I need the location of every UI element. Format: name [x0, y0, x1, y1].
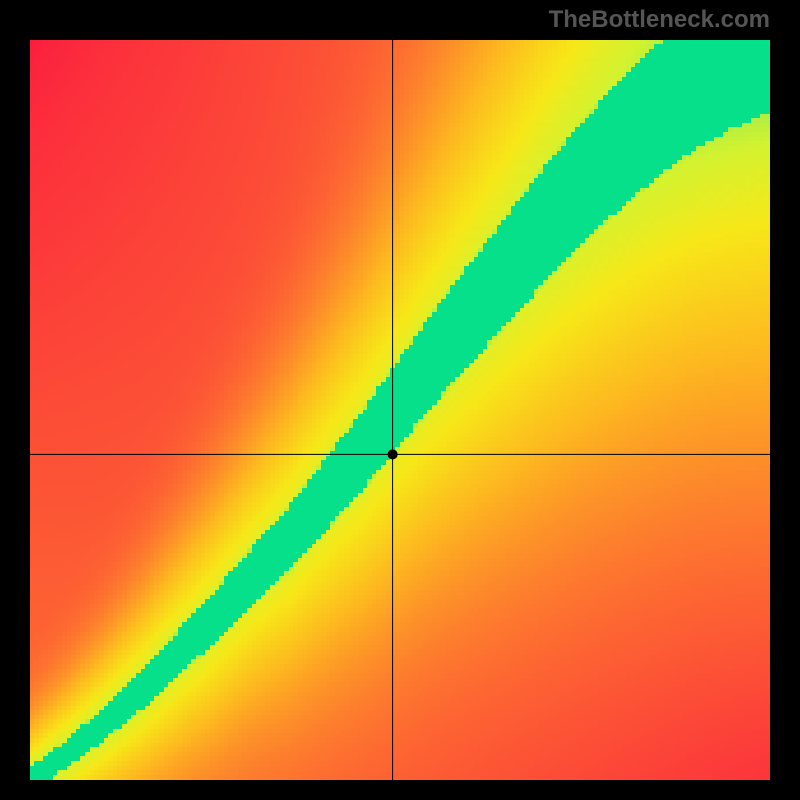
plot-area	[30, 40, 770, 780]
watermark-text: TheBottleneck.com	[549, 6, 770, 34]
heatmap-canvas	[30, 40, 770, 780]
outer-frame: TheBottleneck.com	[0, 0, 800, 800]
